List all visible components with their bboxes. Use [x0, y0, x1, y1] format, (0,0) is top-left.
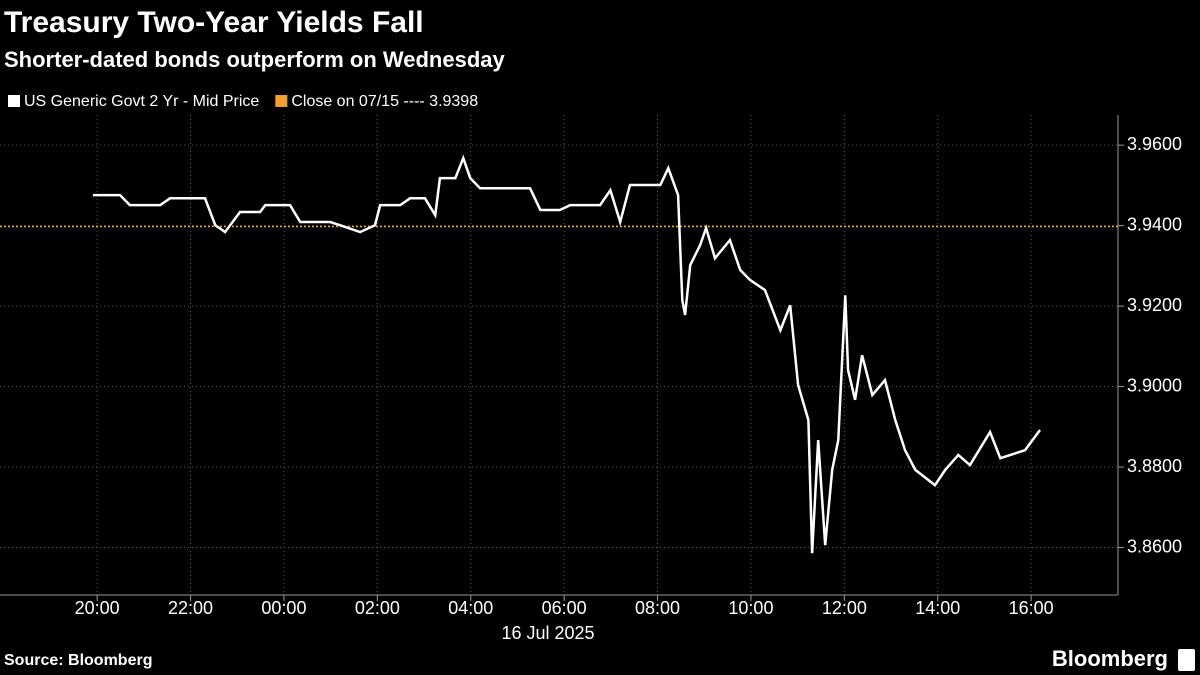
y-tick-label: 3.9200 [1127, 295, 1182, 315]
chart-title: Treasury Two-Year Yields Fall [4, 6, 424, 39]
y-tick-label: 3.9400 [1127, 214, 1182, 234]
x-tick-label: 08:00 [635, 598, 680, 618]
x-tick-label: 04:00 [448, 598, 493, 618]
x-tick-label: 10:00 [728, 598, 773, 618]
y-tick-label: 3.9000 [1127, 375, 1182, 395]
x-tick-label: 02:00 [355, 598, 400, 618]
y-tick-label: 3.9600 [1127, 134, 1182, 154]
x-tick-label: 14:00 [915, 598, 960, 618]
y-tick-label: 3.8800 [1127, 456, 1182, 476]
x-tick-label: 12:00 [822, 598, 867, 618]
brand: Bloomberg [1052, 646, 1168, 671]
x-tick-label: 22:00 [168, 598, 213, 618]
series-line [92, 154, 1042, 554]
chart-subtitle: Shorter-dated bonds outperform on Wednes… [4, 47, 506, 72]
y-tick-label: 3.8600 [1127, 536, 1182, 556]
source: Source: Bloomberg [4, 652, 152, 669]
x-tick-label: 16:00 [1009, 598, 1054, 618]
brand-icon [1178, 649, 1195, 671]
legend-label: US Generic Govt 2 Yr - Mid Price [24, 93, 259, 110]
x-tick-label: 00:00 [261, 598, 306, 618]
legend-label: Close on 07/15 ---- 3.9398 [291, 93, 478, 110]
x-tick-label: 20:00 [75, 598, 120, 618]
legend-swatch [8, 95, 20, 107]
legend-swatch [275, 95, 288, 107]
x-tick-label: 06:00 [542, 598, 587, 618]
date-label: 16 Jul 2025 [501, 623, 594, 643]
